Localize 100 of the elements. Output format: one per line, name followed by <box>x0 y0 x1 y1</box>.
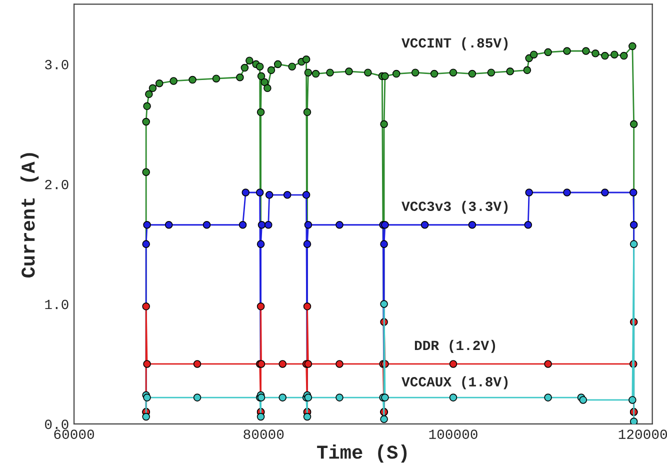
point <box>326 68 334 76</box>
point <box>420 220 429 229</box>
point <box>525 188 533 196</box>
point <box>468 70 476 78</box>
point <box>265 191 274 199</box>
point <box>544 394 552 402</box>
point <box>628 42 636 50</box>
point <box>155 79 164 88</box>
point <box>312 70 320 78</box>
x-axis-title: Time (S) <box>317 444 407 463</box>
point <box>601 188 609 196</box>
y-tick-label: 0.0 <box>45 420 68 430</box>
point <box>468 220 476 229</box>
point <box>336 394 344 402</box>
x-tick-label: 80000 <box>244 430 284 440</box>
series-label: VCCAUX (1.8V) <box>402 376 508 390</box>
point <box>278 360 286 368</box>
point <box>283 191 292 199</box>
point <box>620 52 628 60</box>
point <box>523 66 532 74</box>
y-axis-title: Current (A) <box>20 153 39 278</box>
point <box>256 188 264 196</box>
point <box>267 66 276 74</box>
point <box>193 394 202 402</box>
point <box>143 394 151 402</box>
point <box>530 50 538 58</box>
point <box>260 78 268 86</box>
point <box>392 70 400 78</box>
point <box>264 220 272 229</box>
point <box>143 220 151 229</box>
point <box>364 68 372 76</box>
point <box>629 188 638 196</box>
point <box>506 67 514 76</box>
point <box>449 394 458 402</box>
point <box>264 84 272 92</box>
point <box>302 56 310 64</box>
point <box>164 220 173 229</box>
point <box>170 77 178 85</box>
point <box>193 360 202 368</box>
point <box>630 220 638 229</box>
point <box>380 120 388 128</box>
point <box>142 412 150 421</box>
point <box>579 396 588 404</box>
point <box>303 108 312 116</box>
point <box>256 302 265 310</box>
point <box>143 360 151 368</box>
point <box>544 360 552 368</box>
point <box>238 220 247 229</box>
point <box>336 360 344 368</box>
point <box>257 72 266 80</box>
point <box>601 52 609 60</box>
point <box>487 68 496 76</box>
point <box>411 68 420 76</box>
point <box>630 240 638 248</box>
point <box>188 76 196 84</box>
point <box>202 220 211 229</box>
point <box>256 240 265 248</box>
point <box>582 47 590 55</box>
point <box>380 300 388 308</box>
point <box>142 168 150 176</box>
point <box>304 220 312 229</box>
x-tick-label: 100000 <box>429 430 478 440</box>
point <box>610 50 618 58</box>
point <box>630 418 638 424</box>
point <box>240 64 249 72</box>
series-label: DDR (1.2V) <box>414 340 496 353</box>
point <box>592 50 600 58</box>
point <box>303 302 312 310</box>
y-tick-label: 3.0 <box>45 60 68 70</box>
point <box>304 68 312 76</box>
point <box>242 188 250 196</box>
point <box>145 90 153 98</box>
point <box>303 412 312 421</box>
y-tick-label: 1.0 <box>45 300 68 310</box>
x-tick-label: 120000 <box>618 430 667 440</box>
point <box>381 72 389 80</box>
point <box>258 220 266 229</box>
point <box>303 240 312 248</box>
point <box>212 74 220 82</box>
point <box>544 48 552 56</box>
point <box>246 56 254 64</box>
point <box>630 120 638 128</box>
point <box>345 67 353 76</box>
point <box>380 415 388 424</box>
point <box>256 412 265 421</box>
point <box>142 302 150 310</box>
point <box>288 62 296 70</box>
point <box>449 360 458 368</box>
point <box>148 84 157 92</box>
point <box>274 60 282 68</box>
series-label: VCCINT (.85V) <box>402 37 508 50</box>
point <box>256 108 265 116</box>
point <box>142 240 150 248</box>
point <box>628 396 636 404</box>
point <box>256 62 264 70</box>
point <box>142 118 150 126</box>
point <box>236 73 244 82</box>
point <box>336 220 344 229</box>
x-tick-label: 60000 <box>54 430 94 440</box>
point <box>524 220 532 229</box>
